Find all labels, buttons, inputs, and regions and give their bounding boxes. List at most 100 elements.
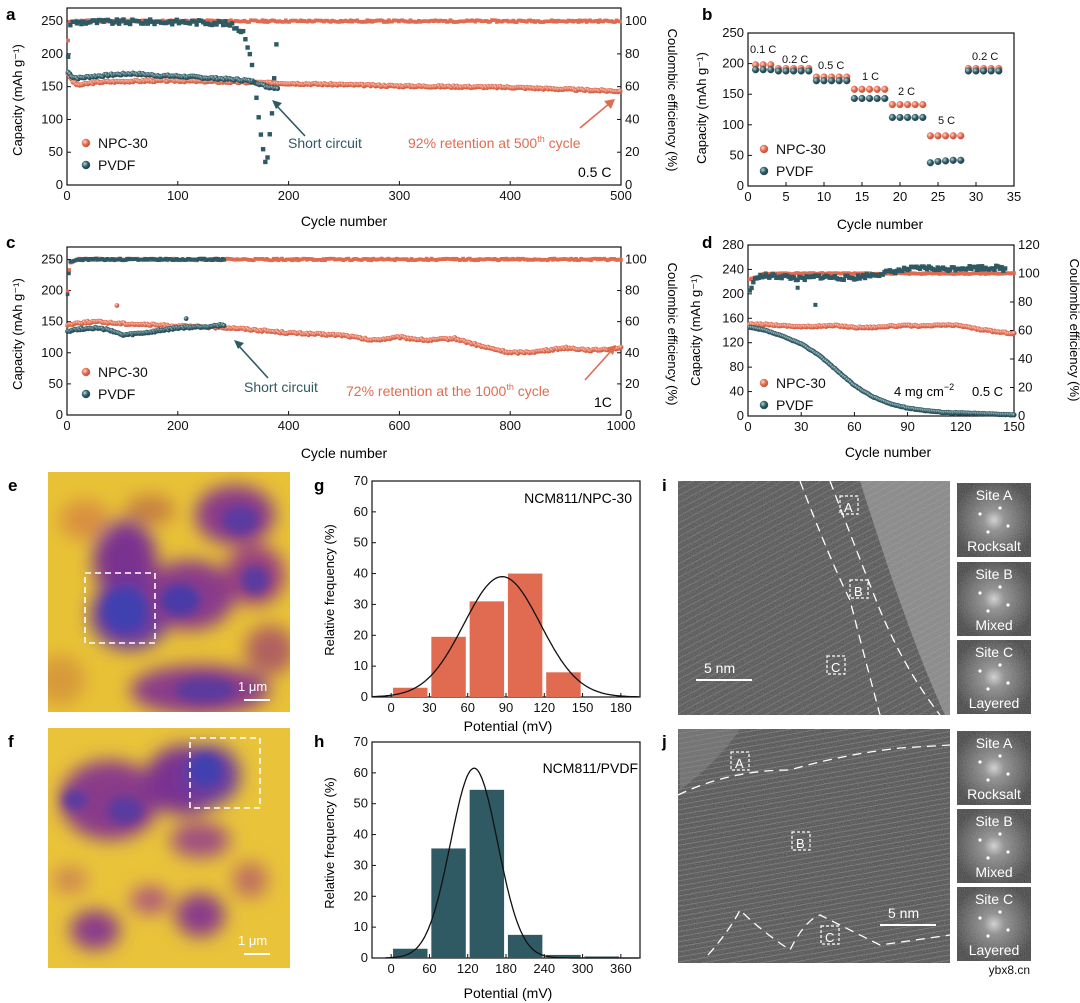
data-point	[141, 21, 146, 26]
c-retention-note: 72% retention at the 1000th cycle	[346, 382, 550, 399]
histogram-bar	[469, 789, 505, 958]
data-point	[247, 51, 253, 57]
panel-label-f: f	[8, 732, 14, 751]
data-point	[252, 79, 257, 85]
legend-label: NPC-30	[776, 375, 826, 391]
data-point	[127, 21, 133, 27]
data-point	[747, 288, 752, 293]
data-point	[209, 22, 215, 28]
y-tick-label: 0	[361, 950, 368, 965]
data-point	[789, 67, 798, 75]
c-short-circuit-arrowhead	[234, 340, 244, 349]
x-tick-label: 30	[969, 189, 983, 204]
data-point	[816, 273, 822, 278]
fft-noise	[957, 731, 1031, 805]
c-retention-arrow	[584, 349, 613, 381]
x-tick-label: 180	[610, 700, 632, 715]
x-tick-label: 120	[533, 700, 555, 715]
h-title: NCM811/PVDF	[543, 760, 638, 776]
panel-c-cycling-1C: c 0 200 400 600 800 1000050100150200250020406…	[6, 233, 680, 461]
h-xlabel: Potential (mV)	[464, 985, 553, 1001]
y-tick-label: 150	[722, 86, 744, 101]
y-tick-label: 80	[730, 359, 744, 374]
data-point	[791, 275, 797, 280]
data-point	[265, 155, 270, 160]
rate-label: 2 C	[898, 86, 915, 98]
fft-spot	[978, 669, 982, 673]
data-point	[240, 28, 246, 34]
data-point	[861, 273, 866, 278]
plot-frame	[371, 480, 641, 698]
data-point	[274, 42, 279, 47]
histogram-bar	[584, 956, 619, 958]
x-tick-label: 25	[931, 189, 945, 204]
data-point	[196, 18, 202, 23]
panel-label-a: a	[6, 5, 16, 24]
fft-spot	[1006, 524, 1010, 528]
fft-spot	[978, 838, 982, 842]
data-point	[203, 21, 208, 27]
d-xlabel: Cycle number	[845, 444, 932, 460]
data-point	[881, 94, 889, 103]
data-point	[172, 19, 177, 24]
x-tick-label: 0	[744, 419, 751, 434]
x-tick-label: 0	[388, 700, 395, 715]
fft-spot	[986, 609, 990, 613]
data-point	[987, 67, 995, 75]
legend-marker	[759, 400, 769, 410]
data-point	[158, 20, 164, 25]
d-rate: 0.5 C	[972, 384, 1003, 399]
data-point	[924, 267, 930, 272]
y2-tick-label: 20	[625, 144, 639, 159]
data-point	[67, 271, 71, 276]
fft-spot	[998, 754, 1002, 758]
data-point	[907, 266, 912, 272]
y-tick-label: 20	[354, 888, 368, 903]
panel-g-potential-hist-npc30: g 0 30 60 90 120 150 180 0 10 20 30 40 50 60 70 Relati…	[314, 473, 641, 734]
data-point	[222, 258, 226, 262]
c-ylabel: Capacity (mAh g⁻¹)	[10, 278, 25, 390]
data-point	[820, 77, 828, 85]
y-tick-label: 50	[354, 535, 368, 550]
legend-label: PVDF	[98, 386, 135, 402]
fft-spot	[978, 916, 982, 920]
data-point	[618, 344, 624, 350]
data-point	[223, 19, 228, 24]
data-point	[256, 115, 261, 120]
fft-site-label: Site B	[975, 813, 1012, 829]
site-box-j-c: C	[825, 930, 834, 945]
fft-spot	[986, 687, 990, 691]
data-point	[178, 19, 184, 25]
data-point	[934, 157, 942, 166]
fft-spot	[998, 506, 1002, 510]
data-point	[183, 316, 189, 321]
y2-tick-label: 80	[625, 46, 639, 61]
legend-marker	[759, 144, 769, 154]
d-ylabel: Capacity (mAh g⁻¹)	[688, 274, 703, 386]
a-ylabel: Capacity (mAh g⁻¹)	[10, 44, 25, 156]
data-point	[112, 20, 117, 25]
data-point	[934, 132, 942, 140]
fft-noise	[957, 640, 1031, 714]
a-short-circuit-arrow	[275, 104, 306, 137]
data-point	[999, 264, 1004, 270]
y-tick-label: 0	[56, 177, 63, 192]
data-point	[751, 279, 756, 285]
x-tick-label: 90	[499, 700, 513, 715]
data-point	[850, 94, 859, 103]
data-point	[114, 303, 120, 308]
legend-label: PVDF	[98, 157, 135, 173]
gaussian-fit	[372, 576, 639, 698]
data-point	[992, 267, 997, 273]
x-tick-label: 400	[499, 188, 521, 203]
y-tick-label: 240	[722, 261, 744, 276]
a-retention-arrowhead	[604, 99, 615, 109]
fft-site-label: Site A	[976, 735, 1013, 751]
panel-a-cycling-05C: a 0 100 200 300 400 5000501001502002500204060…	[6, 5, 680, 229]
data-point	[917, 266, 923, 272]
data-point	[1011, 412, 1017, 418]
data-point	[919, 101, 927, 109]
x-tick-label: 10	[817, 189, 831, 204]
data-point	[79, 21, 84, 27]
